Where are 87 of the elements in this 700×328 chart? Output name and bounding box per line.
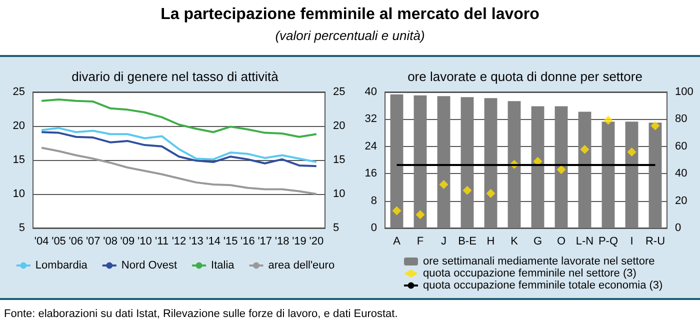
y-tick-label: 16	[364, 168, 377, 180]
line-series	[40, 146, 318, 195]
x-tick-label: O	[556, 236, 566, 248]
x-tick-label: G	[533, 236, 542, 248]
x-tick-label: K	[510, 236, 519, 248]
point	[580, 144, 590, 154]
point	[462, 186, 472, 195]
point	[486, 188, 496, 198]
y-tick-label: 32	[364, 113, 377, 126]
y-tick-label: 40	[364, 86, 377, 98]
line-series	[40, 98, 318, 138]
text: La partecipazione femminile al mercato del lavoro	[160, 6, 540, 24]
bar	[554, 106, 568, 228]
x-tick-label: '18	[274, 236, 290, 248]
y2-tick-label: 25	[333, 86, 346, 98]
bar	[437, 96, 450, 228]
x-tick-label: '08	[103, 236, 118, 248]
y2-tick-label: 80	[675, 113, 688, 126]
point	[556, 165, 566, 174]
y-tick-label: 8	[370, 194, 377, 207]
chart-title: ore lavorate e quota di donne per settore	[408, 69, 642, 84]
y-tick-label: 5	[18, 222, 25, 234]
legend-label: area dell'euro	[268, 260, 335, 272]
text: (valori percentuali e unità)	[274, 28, 426, 43]
x-tick-label: '15	[223, 236, 238, 248]
x-tick-label: '07	[86, 236, 100, 248]
x-tick-label: '06	[68, 236, 84, 248]
x-tick-label: '09	[120, 236, 135, 248]
x-tick-label: '04	[34, 236, 49, 248]
y-tick-label: 20	[12, 120, 25, 132]
bar	[578, 112, 592, 228]
y2-tick-label: 0	[675, 222, 682, 234]
y2-tick-label: 60	[675, 140, 688, 152]
y2-tick-label: 5	[333, 222, 340, 234]
x-tick-label: '05	[52, 236, 66, 248]
y-tick-label: 24	[364, 140, 377, 152]
bar	[625, 122, 638, 228]
x-tick-label: B-E	[458, 236, 476, 248]
bar	[602, 122, 615, 228]
point	[604, 116, 613, 125]
legend-label: Lombardia	[35, 260, 88, 272]
y2-tick-label: 20	[675, 194, 688, 207]
x-tick-label: '11	[155, 236, 169, 248]
bar	[531, 106, 544, 228]
x-tick-label: A	[393, 236, 402, 248]
bar	[414, 95, 427, 228]
source-note: Fonte: elaborazioni su dati Istat, Rilevazione sulle forze di lavoro, e dati Eurostat.	[4, 308, 399, 320]
point	[627, 147, 636, 156]
y2-tick-label: 20	[333, 120, 346, 132]
bar	[484, 98, 498, 228]
x-tick-label: '10	[137, 236, 152, 248]
x-tick-label: F	[416, 236, 424, 248]
x-tick-label: '16	[240, 236, 255, 248]
point	[439, 180, 448, 189]
legend-label: quota occupazione femminile nel settore (3)	[423, 268, 636, 280]
x-tick-label: '19	[292, 236, 306, 248]
bar	[390, 94, 404, 228]
x-tick-label: L-N	[576, 236, 594, 248]
bar	[508, 101, 521, 228]
legend-label: ore settimanali mediamente lavorate nel settore	[423, 256, 655, 268]
bar	[648, 122, 662, 228]
x-tick-label: H	[486, 236, 495, 248]
y-tick-label: 0	[370, 222, 377, 234]
y-tick-label: 10	[12, 188, 25, 200]
x-tick-label: '17	[258, 236, 272, 248]
y2-tick-label: 100	[675, 86, 694, 98]
legend-label: Nord Ovest	[121, 260, 178, 272]
x-tick-label: J	[441, 236, 446, 248]
legend-label: quota occupazione femminile totale economia (3)	[423, 280, 663, 292]
y-tick-label: 25	[12, 86, 25, 98]
point	[392, 206, 402, 216]
y2-tick-label: 10	[333, 188, 346, 200]
x-tick-label: P-Q	[598, 236, 618, 248]
x-tick-label: '20	[309, 236, 324, 248]
legend-label: Italia	[211, 260, 236, 272]
y2-tick-label: 15	[333, 154, 346, 166]
x-tick-label: '12	[172, 236, 186, 248]
x-tick-label: '14	[206, 236, 221, 248]
point	[650, 121, 660, 130]
y2-tick-label: 40	[675, 168, 688, 180]
y-tick-label: 15	[12, 154, 25, 166]
point	[416, 210, 425, 220]
chart-title: divario di genere nel tasso di attività	[72, 69, 280, 84]
x-tick-label: I	[630, 236, 634, 248]
bar	[460, 97, 474, 228]
x-tick-label: R-U	[645, 236, 666, 248]
x-tick-label: '13	[189, 236, 204, 248]
